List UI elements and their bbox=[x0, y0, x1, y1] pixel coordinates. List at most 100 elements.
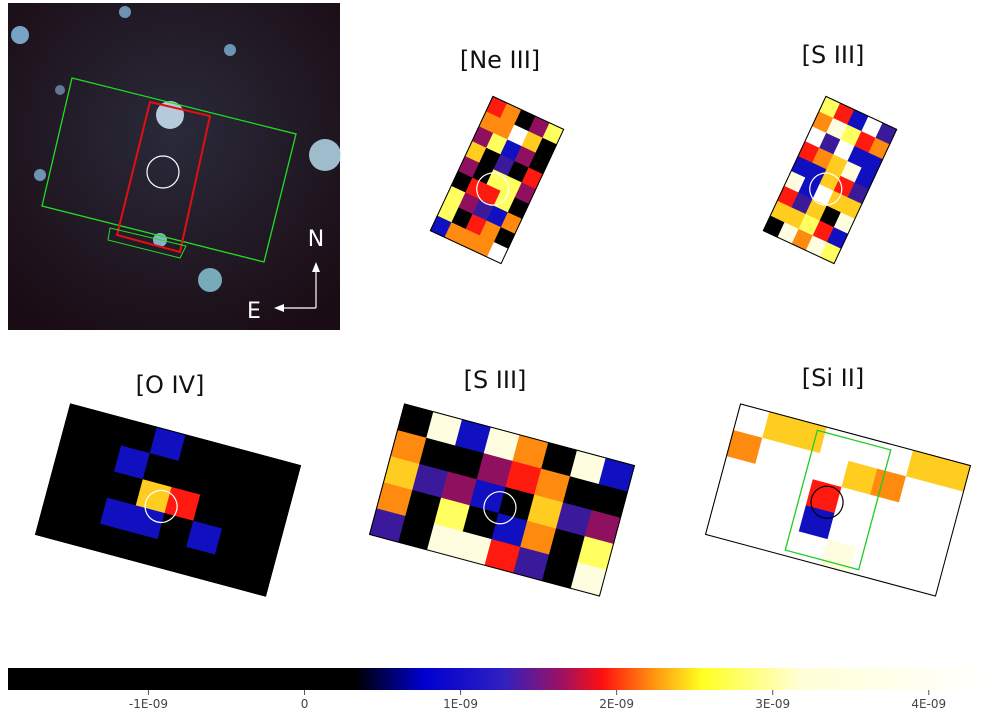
map-pixel bbox=[805, 162, 827, 185]
colorbar bbox=[8, 668, 999, 690]
map-pixel bbox=[541, 442, 578, 477]
map-pixel bbox=[791, 228, 814, 252]
map-pixel bbox=[777, 222, 800, 245]
map-pixel bbox=[405, 489, 442, 525]
map-pixel bbox=[243, 536, 280, 571]
map-pixel bbox=[430, 215, 452, 238]
map-pixel bbox=[513, 546, 550, 582]
map-pixel bbox=[833, 139, 855, 162]
map-pixel bbox=[426, 523, 464, 559]
map-pixel bbox=[106, 471, 144, 506]
map-pixel bbox=[472, 235, 495, 258]
map-pixel bbox=[906, 562, 943, 597]
panel-title: [O IV] bbox=[136, 371, 205, 399]
map-pixel bbox=[861, 116, 883, 139]
map-pixel bbox=[491, 513, 528, 548]
colorbar-tick-label: 3E-09 bbox=[755, 697, 790, 711]
map-pixel bbox=[797, 141, 820, 164]
map-pixel bbox=[498, 486, 535, 522]
map-pixel bbox=[733, 404, 770, 439]
map-pixel bbox=[820, 539, 857, 574]
map-pixel bbox=[478, 111, 501, 134]
map-pixel bbox=[451, 207, 474, 230]
map-pixel bbox=[257, 483, 294, 519]
map-pixel bbox=[826, 190, 849, 213]
colorbar-tick-label: 2E-09 bbox=[599, 697, 634, 711]
aperture-circle bbox=[476, 172, 510, 206]
map-pixel bbox=[805, 235, 828, 258]
map-pixel bbox=[221, 502, 259, 537]
map-pixel bbox=[827, 513, 864, 548]
map-pixel bbox=[521, 131, 543, 154]
map-pixel bbox=[512, 434, 549, 470]
panel-title: [Ne III] bbox=[460, 46, 540, 74]
map-pixel bbox=[49, 456, 86, 491]
map-pixel bbox=[798, 213, 821, 237]
map-pixel bbox=[811, 111, 834, 134]
map-pixel bbox=[591, 483, 628, 519]
map-pixel bbox=[726, 430, 763, 465]
map-pixel bbox=[798, 505, 835, 540]
map-pixel bbox=[812, 453, 849, 488]
map-pixel bbox=[812, 147, 834, 170]
map-border bbox=[34, 403, 302, 597]
map-pixel bbox=[818, 96, 841, 119]
map-pixel bbox=[476, 453, 513, 488]
map-pixel bbox=[507, 160, 530, 184]
map-pixel bbox=[92, 411, 129, 447]
map-pixel bbox=[99, 497, 137, 533]
map-pixel bbox=[228, 476, 266, 511]
map-pixel bbox=[499, 103, 522, 126]
map-pixel bbox=[748, 463, 785, 499]
map-pixel bbox=[819, 169, 841, 192]
aperture-circle bbox=[483, 491, 517, 525]
map-pixel bbox=[562, 476, 600, 511]
map-pixel bbox=[784, 170, 806, 194]
map-pixel bbox=[451, 170, 473, 194]
pixel-map bbox=[429, 95, 565, 265]
map-pixel bbox=[849, 546, 886, 582]
map-pixel bbox=[534, 468, 571, 503]
map-pixel bbox=[121, 531, 159, 566]
map-pixel bbox=[734, 516, 771, 551]
map-pixel bbox=[447, 445, 485, 480]
map-pixel bbox=[884, 528, 922, 563]
map-pixel bbox=[179, 546, 216, 582]
map-pixel bbox=[35, 508, 72, 543]
map-pixel bbox=[486, 132, 508, 156]
map-pixel bbox=[142, 453, 179, 488]
map-pixel bbox=[113, 445, 151, 480]
map-pixel bbox=[555, 502, 593, 537]
map-pixel bbox=[465, 213, 488, 237]
pixel-map bbox=[762, 95, 898, 265]
map-pixel bbox=[397, 404, 434, 439]
map-pixel bbox=[486, 169, 508, 192]
map-pixel bbox=[777, 185, 799, 209]
map-pixel bbox=[712, 482, 749, 517]
map-pixel bbox=[171, 460, 208, 496]
map-pixel bbox=[472, 162, 494, 185]
map-pixel bbox=[825, 117, 848, 141]
map-pixel bbox=[120, 419, 158, 454]
aperture-circle bbox=[144, 489, 178, 524]
map-pixel bbox=[790, 419, 828, 454]
map-pixel bbox=[514, 146, 537, 169]
map-pixel bbox=[927, 483, 964, 519]
map-pixel bbox=[214, 528, 252, 563]
compass-north: N bbox=[308, 227, 324, 252]
map-pixel bbox=[128, 505, 165, 540]
colorbar-tick-label: 4E-09 bbox=[911, 697, 946, 711]
colorbar-tick-label: 0 bbox=[301, 697, 309, 711]
map-pixel bbox=[514, 109, 536, 132]
map-pixel bbox=[479, 220, 502, 243]
map-pixel bbox=[471, 126, 494, 149]
map-pixel bbox=[200, 468, 237, 503]
map-pixel bbox=[584, 510, 621, 545]
map-pixel bbox=[462, 505, 499, 540]
map-pixel bbox=[826, 154, 848, 177]
map-pixel bbox=[390, 430, 427, 465]
map-pixel bbox=[798, 177, 820, 200]
aperture-circle bbox=[810, 485, 844, 519]
map-pixel bbox=[833, 175, 856, 199]
map-pixel bbox=[64, 516, 101, 551]
